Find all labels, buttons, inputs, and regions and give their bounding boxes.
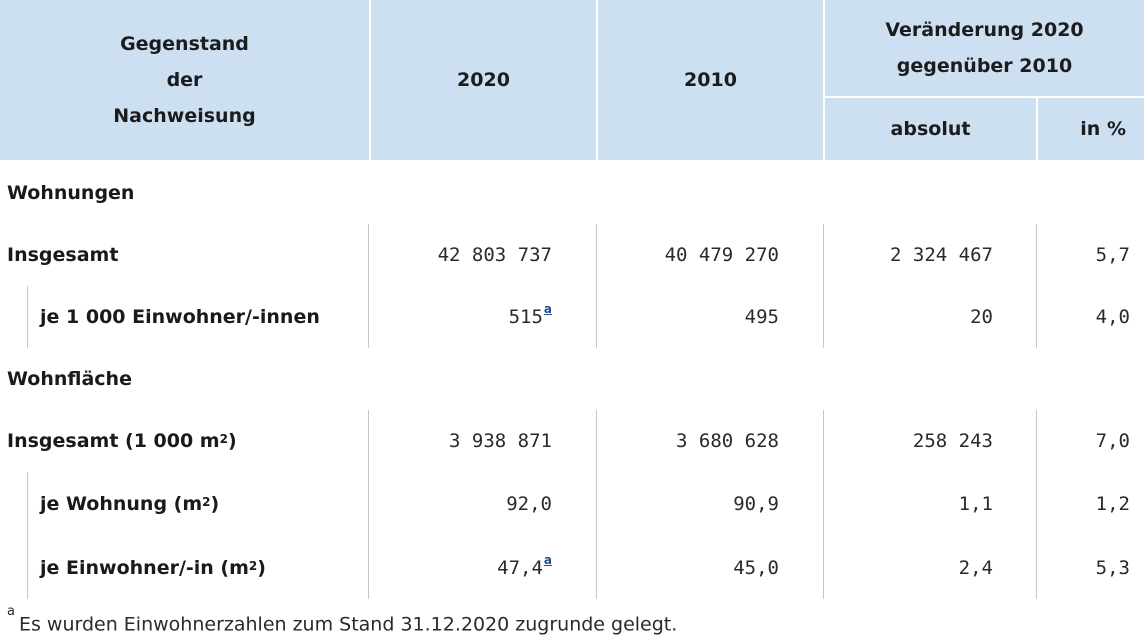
column-divider xyxy=(823,286,824,348)
column-divider xyxy=(596,286,597,348)
section-row-wohnungen: Wohnungen xyxy=(0,162,1144,224)
cell-change-absolute: 1,1 xyxy=(958,493,993,515)
row-label: Insgesamt (1 000 m 2) xyxy=(7,410,237,472)
table-row: Insgesamt (1 000 m 2) 3 938 871 3 680 628… xyxy=(0,410,1144,472)
cell-2020: 515 a xyxy=(371,286,552,348)
column-divider xyxy=(823,472,824,536)
header-change-percent: in % xyxy=(1038,98,1144,160)
row-label-text: Insgesamt (1 000 m xyxy=(7,430,220,452)
indent-bar xyxy=(27,536,28,599)
cell-change-percent: 4,0 xyxy=(1095,306,1130,328)
section-title-wohnungen: Wohnungen xyxy=(7,182,135,204)
cell-change-percent: 1,2 xyxy=(1095,493,1130,515)
cell-2020: 42 803 737 xyxy=(437,244,552,266)
column-divider xyxy=(1036,410,1037,472)
table-row: Insgesamt 42 803 737 40 479 270 2 324 46… xyxy=(0,224,1144,286)
header-2010: 2010 xyxy=(598,0,823,160)
header-subject-line1: Gegenstand xyxy=(120,33,249,55)
cell-value: 47,4 xyxy=(497,556,543,579)
row-label-end: ) xyxy=(257,556,266,579)
row-label: Insgesamt xyxy=(7,244,119,266)
row-label-text: je Einwohner/-in (m xyxy=(40,556,249,579)
section-row-wohnflaeche: Wohnfläche xyxy=(0,348,1144,410)
cell-change-percent: 5,3 xyxy=(1095,556,1130,579)
header-change-line2: gegenüber 2010 xyxy=(896,55,1073,77)
table-header: Gegenstand der Nachweisung 2020 2010 Ver… xyxy=(0,0,1144,160)
column-divider xyxy=(1036,286,1037,348)
column-divider xyxy=(368,224,369,286)
unit-superscript: 2 xyxy=(219,432,228,446)
cell-2020: 47,4 a xyxy=(371,536,552,599)
table-row: je Einwohner/-in (m 2) 47,4 a 45,0 2,4 5,3 xyxy=(0,536,1144,599)
cell-2010: 90,9 xyxy=(733,493,779,515)
header-change-absolute: absolut xyxy=(825,98,1036,160)
column-divider xyxy=(368,286,369,348)
cell-change-absolute: 20 xyxy=(970,306,993,328)
cell-2010: 3 680 628 xyxy=(676,430,779,452)
header-subject-line2: der xyxy=(166,69,203,91)
footnote-marker: a xyxy=(7,604,15,619)
cell-change-absolute: 258 243 xyxy=(912,430,993,452)
header-change-line1: Veränderung 2020 xyxy=(885,19,1084,41)
cell-2010: 495 xyxy=(744,306,779,328)
cell-2020: 92,0 xyxy=(506,493,552,515)
cell-change-absolute: 2,4 xyxy=(958,556,993,579)
column-divider xyxy=(596,536,597,599)
row-label: je Einwohner/-in (m 2) xyxy=(40,536,266,599)
cell-2010: 40 479 270 xyxy=(664,244,779,266)
cell-change-percent: 7,0 xyxy=(1095,430,1130,452)
cell-change-percent: 5,7 xyxy=(1095,244,1130,266)
footnote-link[interactable]: a xyxy=(543,302,552,316)
cell-2020: 3 938 871 xyxy=(449,430,552,452)
column-divider xyxy=(1036,472,1037,536)
unit-superscript: 2 xyxy=(248,558,258,573)
header-2020: 2020 xyxy=(371,0,596,160)
row-label: je Wohnung (m 2) xyxy=(40,472,219,536)
column-divider xyxy=(368,472,369,536)
header-subject: Gegenstand der Nachweisung xyxy=(0,0,369,160)
table-row: je Wohnung (m 2) 92,0 90,9 1,1 1,2 xyxy=(0,472,1144,536)
indent-bar xyxy=(27,472,28,536)
row-label-end: ) xyxy=(227,430,237,452)
column-divider xyxy=(823,410,824,472)
table-row: je 1 000 Einwohner/-innen 515 a 495 20 4,… xyxy=(0,286,1144,348)
row-label-text: je Wohnung (m xyxy=(40,493,203,515)
indent-bar xyxy=(27,286,28,348)
column-divider xyxy=(1036,536,1037,599)
column-divider xyxy=(368,410,369,472)
footnote-link[interactable]: a xyxy=(543,552,552,567)
header-change: Veränderung 2020 gegenüber 2010 xyxy=(825,0,1144,96)
unit-superscript: 2 xyxy=(202,495,211,509)
cell-value: 515 xyxy=(508,306,543,328)
row-label-end: ) xyxy=(210,493,220,515)
table-footnote: aEs wurden Einwohnerzahlen zum Stand 31.… xyxy=(7,604,678,636)
cell-change-absolute: 2 324 467 xyxy=(890,244,993,266)
column-divider xyxy=(823,536,824,599)
column-divider xyxy=(596,472,597,536)
footnote-text: Es wurden Einwohnerzahlen zum Stand 31.1… xyxy=(18,613,678,636)
column-divider xyxy=(823,224,824,286)
column-divider xyxy=(596,410,597,472)
cell-2010: 45,0 xyxy=(733,556,779,579)
column-divider xyxy=(368,536,369,599)
row-label: je 1 000 Einwohner/-innen xyxy=(40,306,320,328)
column-divider xyxy=(1036,224,1037,286)
header-subject-line3: Nachweisung xyxy=(113,105,256,127)
column-divider xyxy=(596,224,597,286)
section-title-wohnflaeche: Wohnfläche xyxy=(7,368,132,390)
